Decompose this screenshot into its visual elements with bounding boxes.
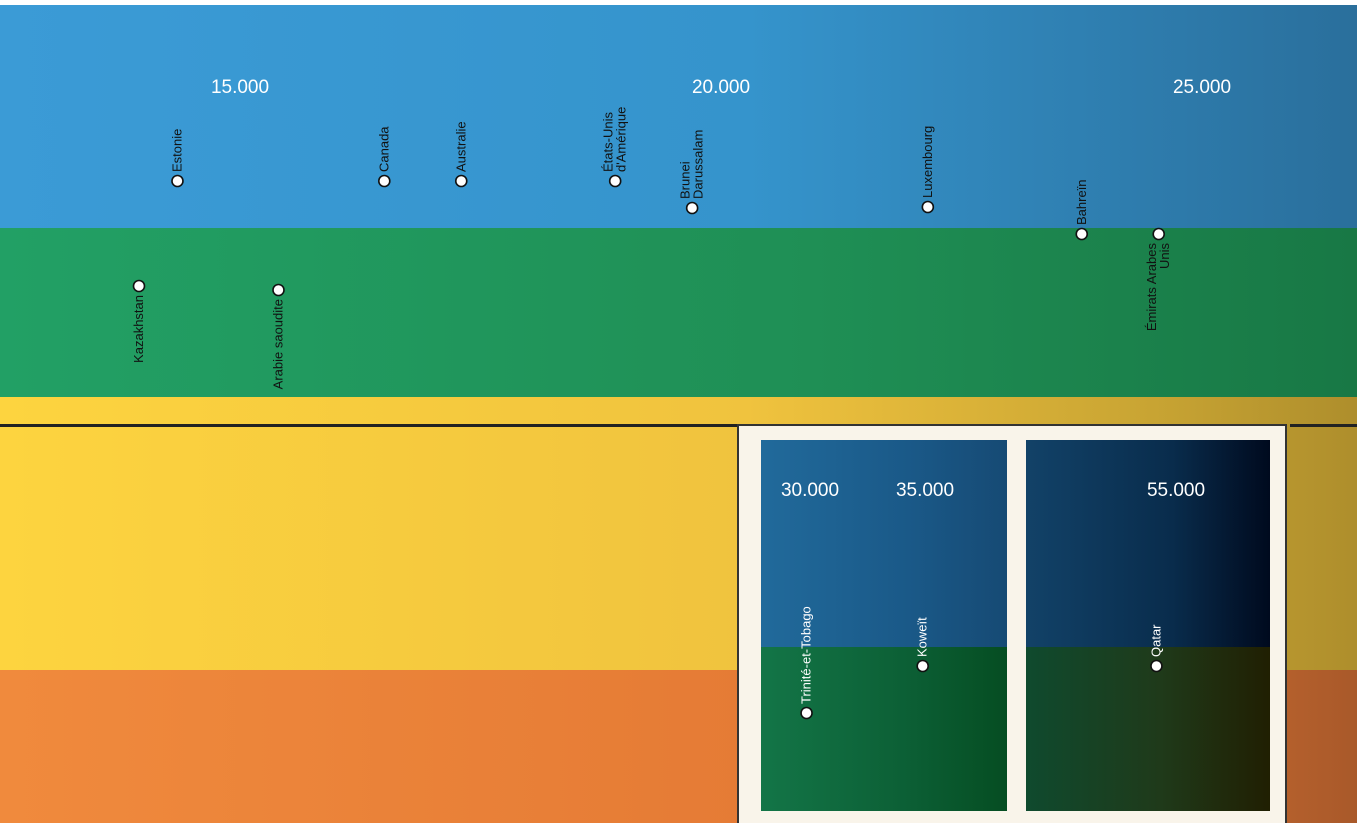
inset-panel-left-top <box>761 440 1007 647</box>
point-label: Estonie <box>169 129 184 172</box>
x-tick-label: 15.000 <box>211 77 269 98</box>
point-marker <box>1152 227 1166 241</box>
data-point-australie: Australie <box>453 121 468 188</box>
point-label: Émirats Arabes <box>1144 243 1159 332</box>
point-label: Qatar <box>1148 624 1163 657</box>
axis-break-line <box>0 424 737 427</box>
x-tick-label: 25.000 <box>1173 77 1231 98</box>
band-green <box>0 228 1357 397</box>
point-label: Trinité-et-Tobago <box>799 606 814 704</box>
point-marker <box>454 174 468 188</box>
point-marker <box>685 201 699 215</box>
point-label: Luxembourg <box>920 126 935 198</box>
point-label: États-Unis <box>601 112 616 172</box>
point-marker <box>1150 659 1163 673</box>
point-label: Koweït <box>915 617 930 657</box>
point-marker <box>132 279 146 293</box>
inset-panel-left-bottom <box>761 647 1007 811</box>
inset-panel-right-bottom <box>1026 647 1270 811</box>
point-label: Darussalam <box>691 130 706 199</box>
inset-panel-right-top <box>1026 440 1270 647</box>
data-point-luxembourg: Luxembourg <box>920 126 935 214</box>
point-label: Canada <box>376 126 391 172</box>
point-marker <box>921 200 935 214</box>
point-label: Arabie saoudite <box>270 299 285 389</box>
point-label: Kazakhstan <box>131 295 146 363</box>
inset-panel-right <box>1026 440 1270 811</box>
point-marker <box>377 174 391 188</box>
inset-panel-left <box>761 440 1007 811</box>
point-label: d'Amérique <box>614 107 629 172</box>
data-point-qatar: Qatar <box>1148 624 1163 673</box>
axis-break-line-right <box>1290 424 1357 427</box>
point-marker <box>916 659 930 673</box>
band-blue <box>0 5 1357 228</box>
point-marker <box>1075 227 1089 241</box>
inset-x-tick-label: 35.000 <box>896 480 954 501</box>
point-label: Australie <box>453 121 468 172</box>
data-point-estonie: Estonie <box>169 129 184 188</box>
data-point-trinite-et-tobago: Trinité-et-Tobago <box>799 606 814 720</box>
inset-x-tick-label: 30.000 <box>781 480 839 501</box>
point-marker <box>171 174 184 188</box>
data-point-bahrein: Bahreïn <box>1074 179 1089 241</box>
point-marker <box>608 174 622 188</box>
point-label: Bahreïn <box>1074 179 1089 225</box>
data-point-kazakhstan: Kazakhstan <box>131 279 146 363</box>
point-label: Unis <box>1157 243 1172 270</box>
point-label: Brunei <box>678 161 693 199</box>
data-point-arabie-saoudite: Arabie saoudite <box>270 283 285 389</box>
point-marker <box>800 706 813 720</box>
x-tick-label: 20.000 <box>692 77 750 98</box>
inset-x-tick-label: 55.000 <box>1147 480 1205 501</box>
data-point-koweit: Koweït <box>915 617 930 673</box>
data-point-canada: Canada <box>376 126 391 188</box>
point-marker <box>272 283 285 297</box>
